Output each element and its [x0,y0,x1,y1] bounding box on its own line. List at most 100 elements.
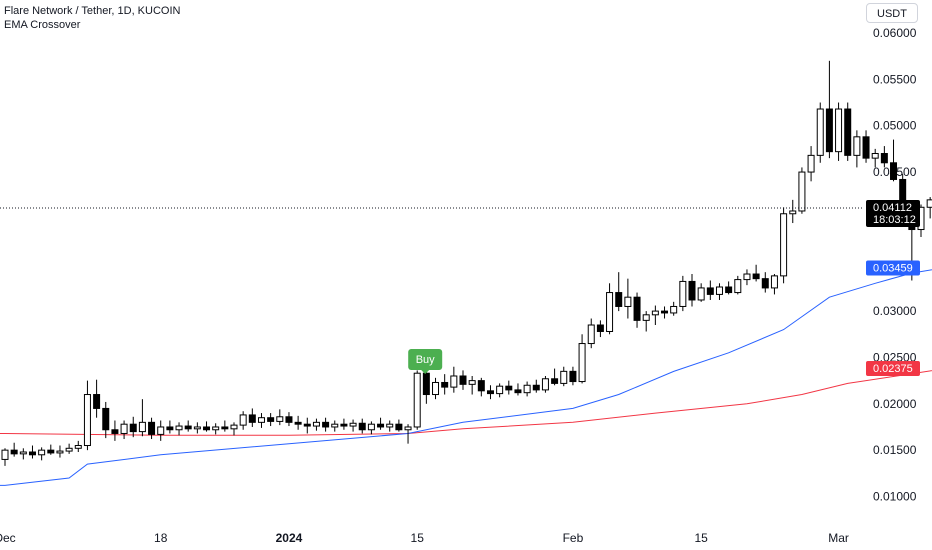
candle [349,419,357,432]
candle [624,278,632,319]
candle [890,139,898,182]
candle-body [697,287,705,301]
candle [203,421,211,432]
candle [441,374,449,395]
candle-body [276,416,284,422]
candle-body [111,429,119,434]
candle-body [835,108,843,153]
time-tick-label: Mar [828,531,849,545]
price-tick-label: 0.01500 [873,443,917,457]
price-tick-label: 0.05500 [873,72,917,86]
candle [688,274,696,307]
ema-fast-price-tag: 0.03459 [866,260,920,276]
candle-body [661,310,669,314]
candle [459,370,467,390]
ema-slow-price-tag-bg [866,361,920,377]
candle-body [890,162,898,180]
candle-body [294,421,302,425]
candle-body [670,305,678,314]
currency-button[interactable]: USDT [866,3,918,23]
candle [193,422,201,434]
candle-body [725,286,733,294]
candle [74,440,82,453]
candle [514,383,522,396]
candle [679,275,687,312]
candle [853,130,861,168]
candle-body [157,426,165,435]
candle-body [432,381,440,396]
candle-body [450,375,458,388]
time-tick-label: Dec [0,531,16,545]
candle [230,422,238,436]
candle-body [267,417,275,422]
candle-body [505,385,513,391]
chart-header: Flare Network / Tether, 1D, KUCOIN EMA C… [4,4,180,32]
ema-slow-price-tag-text: 0.02375 [873,363,913,375]
candle [606,283,614,335]
candle [285,412,293,427]
candle-body [825,108,833,153]
candle [770,274,778,295]
candle-body [468,380,476,385]
time-axis[interactable]: Dec18202415Feb15Mar18Apr15 [0,531,932,545]
candle [551,368,559,386]
candle [83,380,91,451]
price-tick-label: 0.03000 [873,304,917,318]
candle-body [615,292,623,307]
time-tick-label: 2024 [276,531,303,545]
candle-body [413,372,421,428]
candle [807,146,815,182]
time-tick-label: 18 [154,531,168,545]
candle [880,146,888,168]
time-tick-label: 15 [411,531,425,545]
candle-body [148,421,156,435]
candle-body [688,280,696,301]
candle [715,283,723,300]
candle-body [780,213,788,277]
candle [661,306,669,319]
candle-body [129,423,137,433]
candle [1,448,9,466]
time-tick-label: 15 [694,531,708,545]
candle-body [560,370,568,384]
candle-body [47,449,55,454]
buy-signal-pointer [421,370,430,374]
candle [450,366,458,393]
buy-signal[interactable]: Buy [408,349,443,374]
price-tick-label: 0.02500 [873,350,917,364]
candle [505,380,513,395]
price-axis[interactable]: 0.060000.055000.050000.045000.030000.025… [873,26,917,504]
candle [257,413,265,428]
candle-body [312,421,320,427]
candle-body [38,449,46,456]
candle-body [285,416,293,423]
candle [532,379,540,393]
candle [267,413,275,427]
candle-body [734,279,742,294]
candle-body [816,108,824,156]
candle [395,419,403,432]
ema-fast-price-tag-bg [866,260,920,276]
candle-body [496,385,504,395]
candle [10,442,18,457]
candle-body [340,423,348,427]
candle-body [752,273,760,280]
price-tick-label: 0.06000 [873,26,917,40]
candle-body [93,394,101,409]
candle-body [459,375,467,385]
candle-body [102,407,110,431]
candles [1,60,932,466]
candle [871,148,879,168]
candle-body [56,450,64,454]
candle [798,167,806,214]
candle [111,420,119,441]
candle [65,443,73,454]
candle-body [880,153,888,164]
candle [615,272,623,312]
candle [413,370,421,430]
candle [377,417,385,430]
candle-body [203,426,211,431]
candle-body [679,280,687,307]
